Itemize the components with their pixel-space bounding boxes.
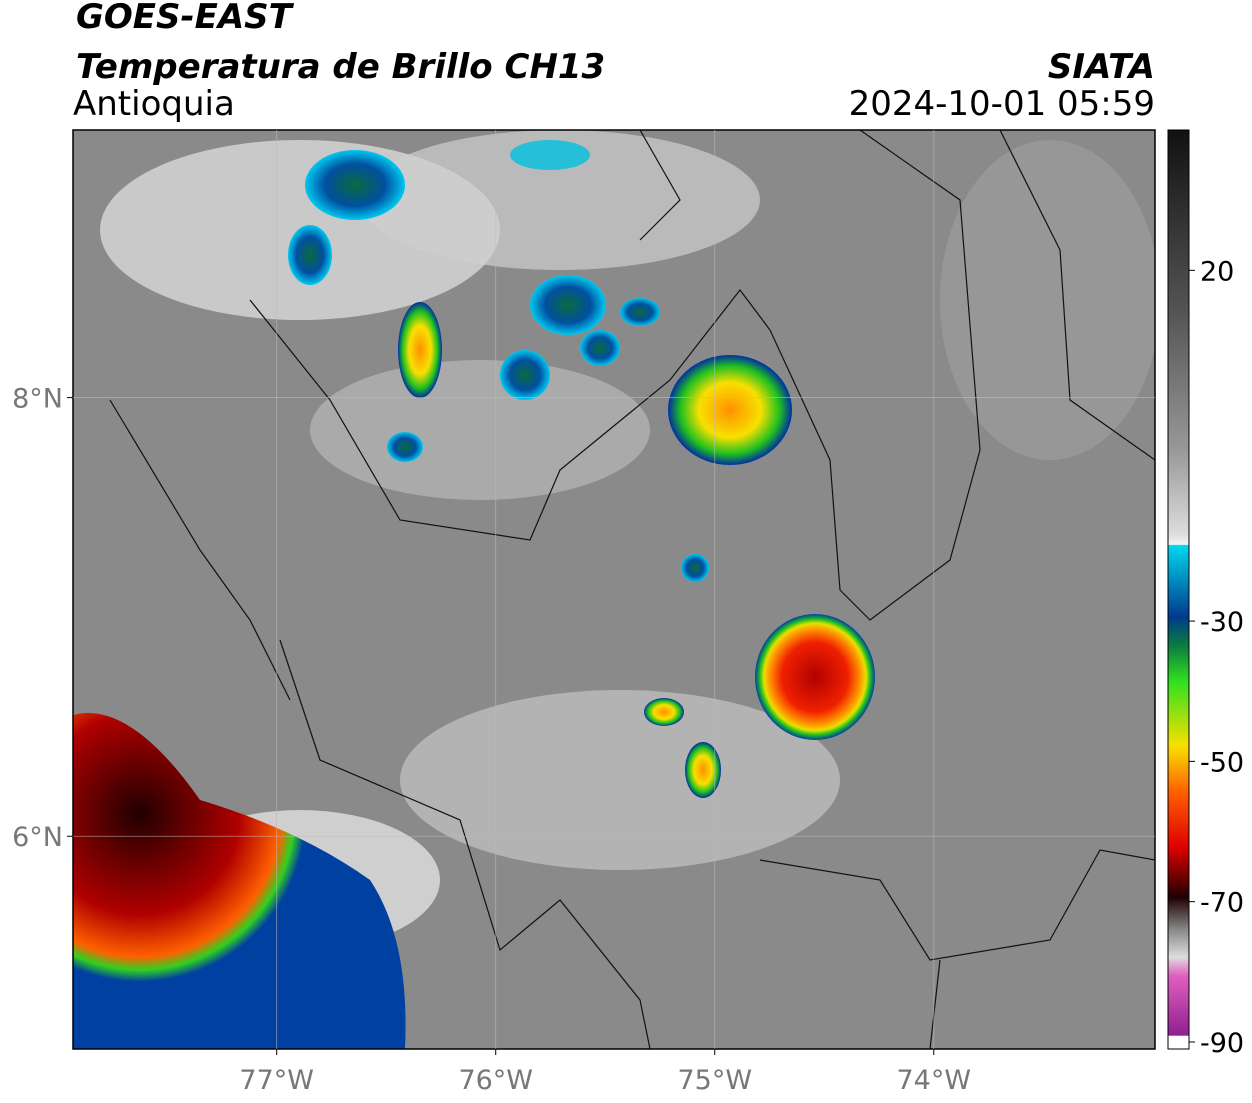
subtitle: Temperatura de Brillo CH13 <box>76 47 605 87</box>
title: GOES-EAST <box>76 0 295 37</box>
colorbar-tick-label: 20 <box>1200 256 1234 287</box>
x-tick-label: 75°W <box>677 1065 752 1096</box>
datetime: 2024-10-01 05:59 <box>849 84 1155 124</box>
x-tick-label: 77°W <box>239 1065 314 1096</box>
colorbar <box>1167 129 1190 1050</box>
region: Antioquia <box>73 84 235 124</box>
colorbar-tick-label: -90 <box>1200 1028 1244 1059</box>
x-tick-label: 76°W <box>458 1065 533 1096</box>
source: SIATA <box>1048 47 1155 87</box>
x-tick-label: 74°W <box>897 1065 972 1096</box>
map-image <box>73 130 1155 1049</box>
y-tick-label: 6°N <box>12 822 63 853</box>
y-tick-label: 8°N <box>12 384 63 415</box>
colorbar-tick-label: -50 <box>1200 747 1244 778</box>
map-frame <box>72 129 1156 1050</box>
colorbar-tick-label: -70 <box>1200 888 1244 919</box>
colorbar-tick-label: -30 <box>1200 607 1244 638</box>
